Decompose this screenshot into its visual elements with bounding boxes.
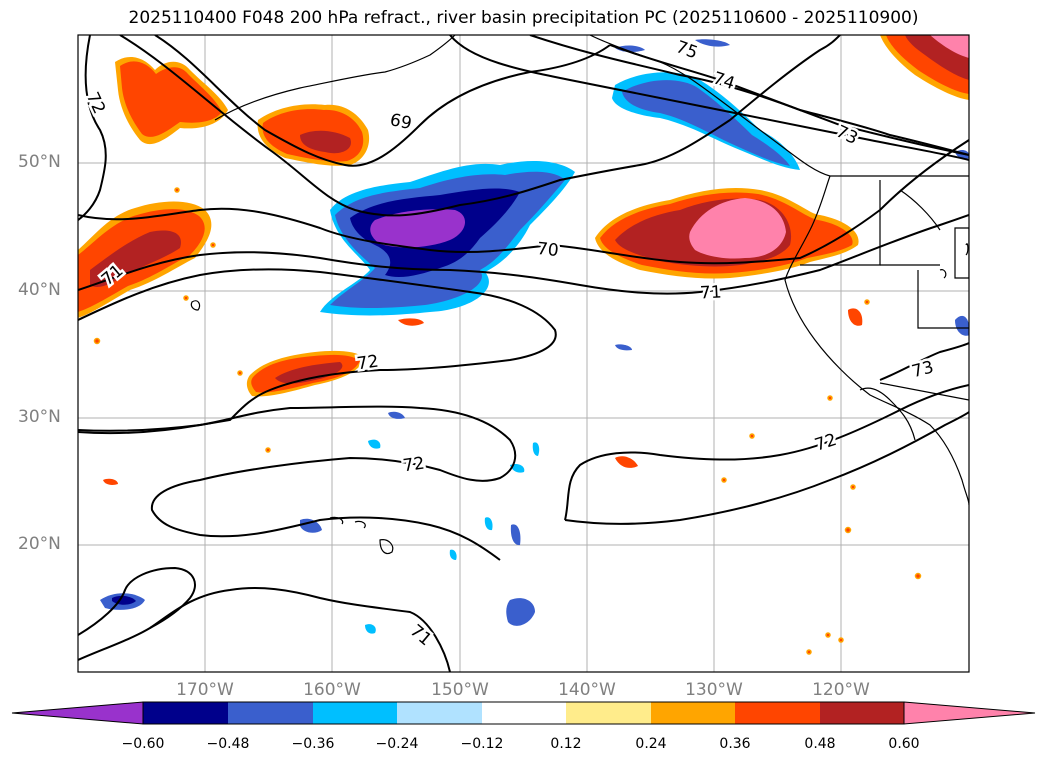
contour-label: 72 <box>402 453 426 476</box>
colorbar-segment <box>651 702 735 724</box>
colorbar-segment <box>143 702 228 724</box>
positive-pc-northeast <box>880 35 969 100</box>
colorbar-tick: 0.60 <box>888 736 920 752</box>
lon-label-170w: 170°W <box>176 680 234 700</box>
colorbar-tick: 0.24 <box>635 736 667 752</box>
map-panel: 72 69 75 74 73 70 71 71 72 73 72 72 71 <box>77 34 970 673</box>
lon-label-140w: 140°W <box>558 680 616 700</box>
colorbar-tick: 0.12 <box>550 736 582 752</box>
colorbar-segment <box>566 702 651 724</box>
colorbar-extend-right <box>903 701 1036 725</box>
colorbar-segment <box>482 702 566 724</box>
lat-label-20n: 20°N <box>18 534 61 554</box>
lat-label-30n: 30°N <box>18 407 61 427</box>
colorbar-tick: 0.48 <box>804 736 836 752</box>
lat-label-50n: 50°N <box>18 152 61 172</box>
colorbar-tick: 0.36 <box>719 736 751 752</box>
refractivity-contours <box>78 35 969 672</box>
map-title: 2025110400 F048 200 hPa refract., river … <box>128 8 919 28</box>
negative-pc-small-cells <box>100 344 632 634</box>
positive-pc-northwest <box>115 56 370 166</box>
colorbar-segment <box>820 702 904 724</box>
positive-pc-east <box>595 188 859 279</box>
colorbar-segment <box>228 702 313 724</box>
colorbar-segment <box>735 702 820 724</box>
colorbar-tick: −0.12 <box>460 736 504 752</box>
negative-pc-central <box>320 160 575 316</box>
colorbar-tick: −0.36 <box>291 736 335 752</box>
lon-label-130w: 130°W <box>685 680 743 700</box>
colorbar-tick: −0.24 <box>375 736 419 752</box>
positive-pc-west <box>78 201 212 318</box>
contour-label: 72 <box>356 351 380 374</box>
negative-pc-north <box>612 39 969 336</box>
colorbar <box>11 701 1036 725</box>
colorbar-segment <box>313 702 397 724</box>
lat-label-40n: 40°N <box>18 280 61 300</box>
colorbar-extend-left <box>11 701 144 725</box>
coastlines <box>214 35 969 506</box>
colorbar-tick: −0.60 <box>121 736 165 752</box>
colorbar-segment <box>397 702 482 724</box>
positive-pc-subtropical <box>103 308 863 485</box>
lon-label-150w: 150°W <box>431 680 489 700</box>
lon-label-160w: 160°W <box>303 680 361 700</box>
contour-label: 71 <box>699 282 722 303</box>
lon-label-120w: 120°W <box>812 680 870 700</box>
colorbar-tick: −0.48 <box>206 736 250 752</box>
gridlines <box>78 35 969 672</box>
positive-pc-dots <box>93 187 922 655</box>
contour-label: 70 <box>536 239 560 261</box>
